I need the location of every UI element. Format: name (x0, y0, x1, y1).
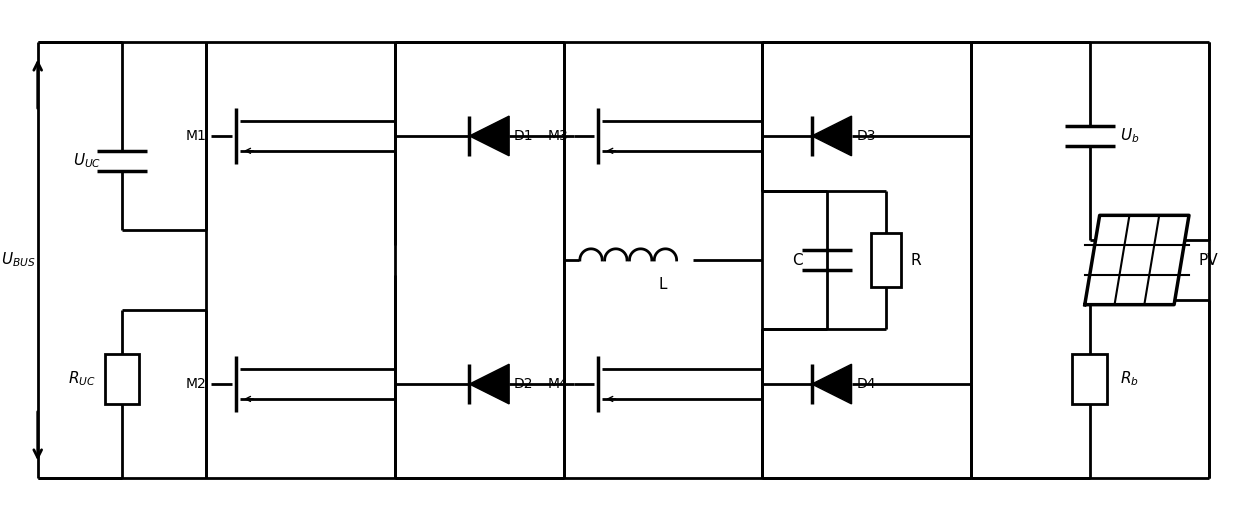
Text: M2: M2 (186, 377, 206, 391)
Polygon shape (1085, 215, 1189, 305)
Text: D2: D2 (515, 377, 533, 391)
Bar (1073, 354, 1107, 404)
Bar (872, 233, 901, 287)
Text: $U_b$: $U_b$ (1120, 126, 1138, 145)
Text: C: C (791, 253, 802, 267)
Text: $U_{BUS}$: $U_{BUS}$ (0, 251, 35, 269)
Text: D3: D3 (857, 129, 875, 143)
Polygon shape (470, 364, 510, 404)
Polygon shape (812, 364, 852, 404)
Text: D1: D1 (515, 129, 533, 143)
Text: $R_{UC}$: $R_{UC}$ (68, 370, 97, 388)
Text: $U_{UC}$: $U_{UC}$ (73, 151, 102, 170)
Polygon shape (470, 116, 510, 156)
Text: $R_b$: $R_b$ (1120, 370, 1138, 388)
Text: PV: PV (1199, 253, 1219, 267)
Bar (104, 354, 139, 404)
Text: L: L (658, 277, 667, 292)
Text: M1: M1 (186, 129, 206, 143)
Text: M3: M3 (548, 129, 569, 143)
Polygon shape (812, 116, 852, 156)
Text: D4: D4 (857, 377, 875, 391)
Text: R: R (910, 253, 921, 267)
Text: M4: M4 (548, 377, 569, 391)
